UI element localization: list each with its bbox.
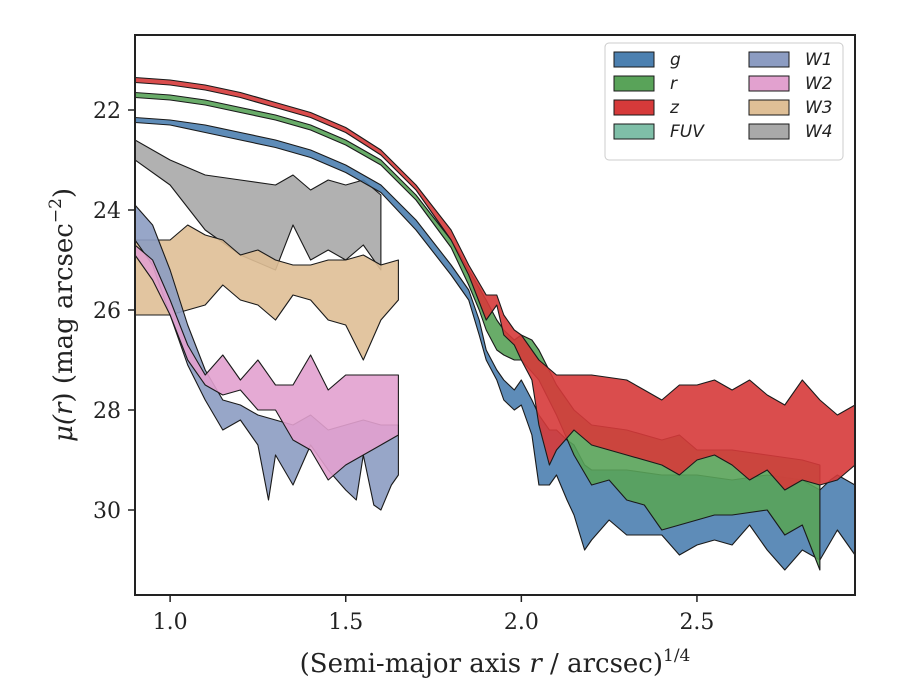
y-tick-label: 24 (93, 199, 121, 224)
legend-label-g: g (670, 50, 681, 70)
y-tick-label: 28 (93, 399, 121, 424)
legend-label-w4: W4 (805, 122, 833, 142)
legend-swatch-r (613, 75, 655, 92)
plot-frame (134, 34, 856, 596)
legend-label-z: z (669, 98, 680, 118)
y-tick-label: 22 (93, 99, 121, 124)
legend-label-w2: W2 (805, 74, 833, 94)
legend-swatch-w2 (748, 75, 790, 92)
chart-legend: grz FUV W1 W2 W3 W4 (604, 42, 844, 161)
band-w3 (135, 224, 399, 361)
y-axis-title: μ(r) (mag arcsec−2) (46, 188, 79, 442)
x-tick-label: 2.5 (679, 610, 714, 635)
legend-swatch-w4 (748, 123, 790, 140)
y-axis: 22 24 26 28 30 (93, 99, 135, 524)
x-axis: 1.0 1.5 2.0 2.5 (153, 595, 714, 635)
legend-swatch-w3 (748, 99, 790, 116)
band-z (135, 76, 855, 491)
x-tick-label: 1.5 (328, 610, 363, 635)
legend-swatch-g (613, 51, 655, 68)
legend-swatch-z (613, 99, 655, 116)
legend-label-fuv: FUV (670, 122, 705, 142)
x-tick-label: 1.0 (153, 610, 188, 635)
x-tick-label: 2.0 (504, 610, 539, 635)
band-w2 (135, 244, 399, 481)
y-tick-label: 26 (93, 299, 121, 324)
legend-label-r: r (670, 74, 678, 94)
y-tick-label: 30 (93, 499, 121, 524)
legend-label-w1: W1 (805, 50, 833, 70)
legend-swatch-fuv (613, 123, 655, 140)
legend-label-w3: W3 (805, 98, 833, 118)
legend-swatch-w1 (748, 51, 790, 68)
x-axis-title: (Semi-major axis r / arcsec)1/4 (300, 646, 691, 679)
